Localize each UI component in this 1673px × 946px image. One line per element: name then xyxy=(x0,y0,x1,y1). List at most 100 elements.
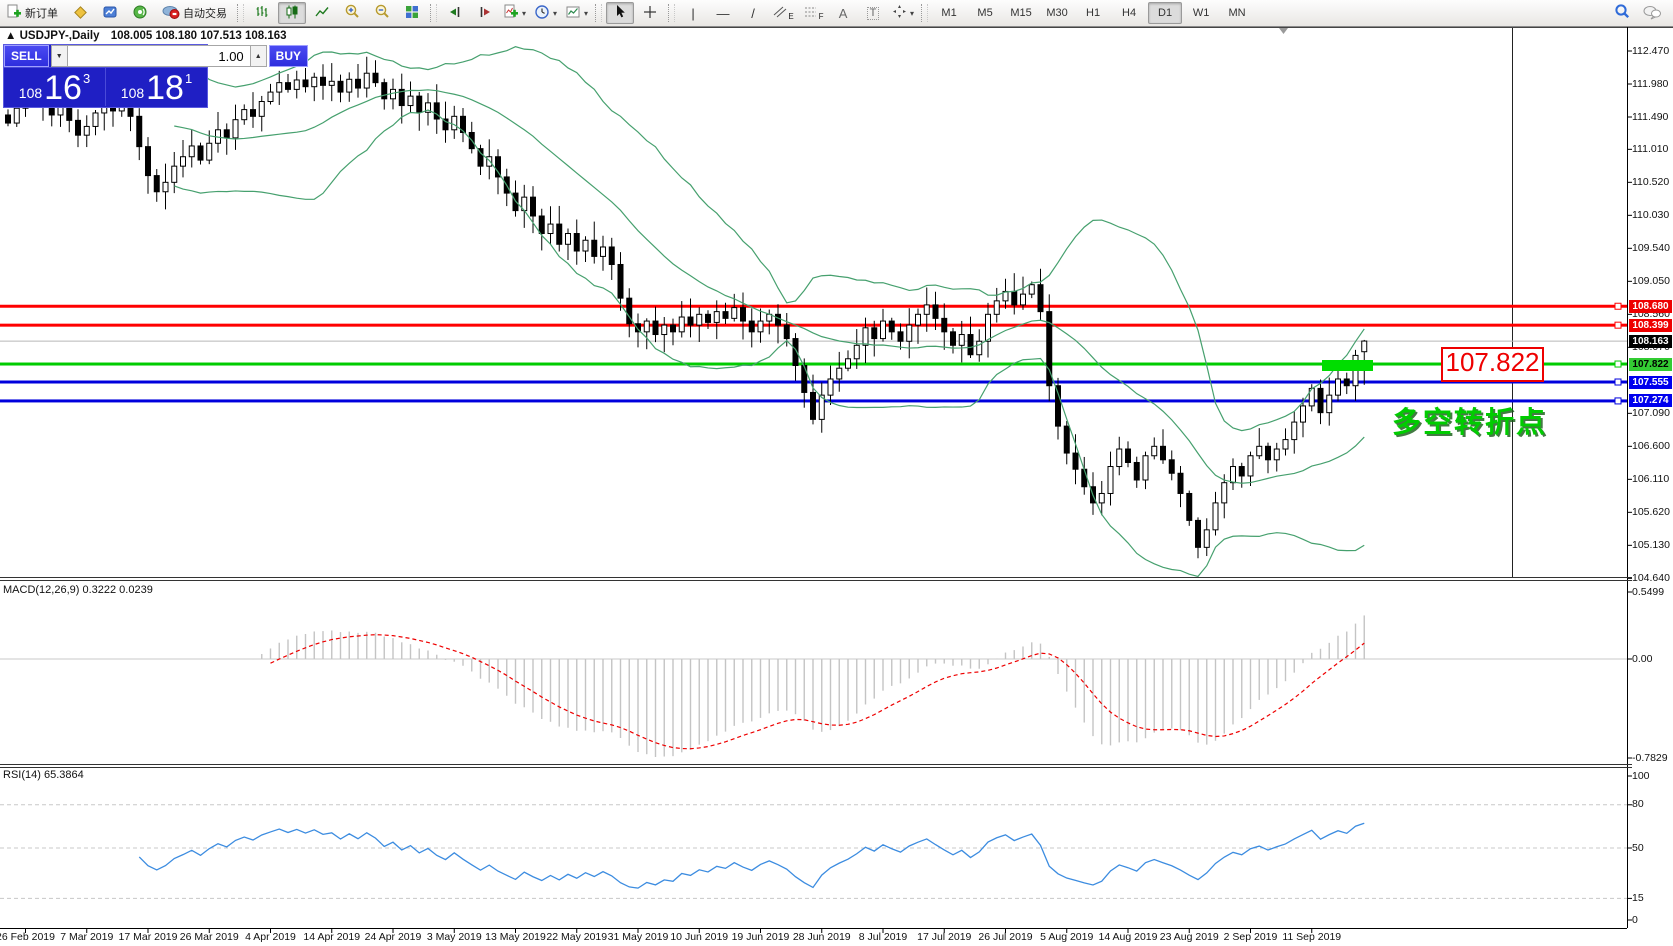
date-tick-label: 19 Jun 2019 xyxy=(731,931,790,943)
timeframe-h1-button[interactable]: H1 xyxy=(1086,7,1101,19)
price-tick-label: 104.640 xyxy=(1632,571,1670,584)
fibonacci-tool[interactable]: F xyxy=(799,2,827,24)
rsi-indicator-label: RSI(14) 65.3864 xyxy=(3,769,84,781)
charts-window-icon xyxy=(102,4,118,23)
date-tick-label: 5 Aug 2019 xyxy=(1040,931,1094,943)
arrows-tool[interactable]: ▾ xyxy=(889,2,917,24)
chinese-note-text[interactable]: 多空转折点 xyxy=(1392,407,1548,439)
periods-button[interactable]: ▾ xyxy=(531,2,560,24)
new-order-icon xyxy=(7,4,22,22)
horizontal-line-tool[interactable]: — xyxy=(709,2,737,24)
text-tool-icon: A xyxy=(838,5,848,21)
line-chart-icon xyxy=(314,4,330,23)
auto-trading-button[interactable]: 自动交易 xyxy=(156,2,233,24)
trendline-icon: / xyxy=(751,5,755,21)
line-drag-handle xyxy=(1614,321,1622,329)
tile-windows-button[interactable] xyxy=(398,2,426,24)
date-tick-label: 26 Jul 2019 xyxy=(978,931,1033,943)
buy-button[interactable]: BUY xyxy=(268,45,309,67)
buy-price-sup: 1 xyxy=(184,71,193,86)
date-tick-label: 14 Apr 2019 xyxy=(303,931,361,943)
line-drag-handle xyxy=(1614,397,1622,405)
search-button[interactable] xyxy=(1608,2,1636,24)
metaeditor-button[interactable] xyxy=(66,2,94,24)
timeframe-m1-button[interactable]: M1 xyxy=(941,7,957,19)
templates-button[interactable]: ▾ xyxy=(562,2,591,24)
price-level-line xyxy=(0,362,1627,366)
equidistant-channel-tool[interactable]: E xyxy=(769,2,797,24)
indicators-button[interactable]: ▾ xyxy=(501,2,529,24)
price-level-line xyxy=(0,304,1627,308)
macd-signal-line xyxy=(270,634,1365,750)
volume-increase-button[interactable]: ▲ xyxy=(249,45,267,67)
line-chart-mode-button[interactable] xyxy=(308,2,336,24)
green-rectangle-object[interactable] xyxy=(1322,360,1373,371)
macd-axis-label: -0.7829 xyxy=(1632,751,1668,764)
crosshair-tool-button[interactable] xyxy=(636,2,664,24)
buy-price[interactable]: 108 18 1 xyxy=(106,68,207,106)
symbol-period-label: USDJPY-,Daily xyxy=(19,30,100,42)
tile-windows-icon xyxy=(404,4,420,23)
clock-icon xyxy=(534,4,550,23)
timeframe-m5-button[interactable]: M5 xyxy=(977,7,993,19)
toolbar-separator xyxy=(595,4,603,22)
trendline-tool[interactable]: / xyxy=(739,2,767,24)
chat-button[interactable] xyxy=(1638,2,1666,24)
text-label-tool[interactable]: T xyxy=(859,2,887,24)
line-drag-handle xyxy=(1614,302,1622,310)
timeframe-m30-button[interactable]: M30 xyxy=(1046,7,1068,19)
timeframe-d1-button[interactable]: D1 xyxy=(1148,2,1183,24)
candlestick-mode-button[interactable] xyxy=(278,2,306,24)
macd-histogram xyxy=(252,615,1365,757)
chart-title: ▲ USDJPY-,Daily 108.005 108.180 107.513 … xyxy=(5,30,287,42)
new-order-button[interactable]: 新订单 xyxy=(1,2,64,24)
price-tick-label: 110.030 xyxy=(1632,208,1670,221)
zoom-in-button[interactable] xyxy=(338,2,366,24)
date-tick-label: 22 May 2019 xyxy=(546,931,608,943)
date-tick-label: 14 Aug 2019 xyxy=(1098,931,1158,943)
toolbar-separator xyxy=(921,4,929,22)
timeframe-h4-button[interactable]: H4 xyxy=(1122,7,1137,19)
zoom-out-button[interactable] xyxy=(368,2,396,24)
date-tick-label: 31 May 2019 xyxy=(607,931,669,943)
collapse-arrow-icon[interactable]: ▲ xyxy=(5,30,17,42)
buy-price-small: 108 xyxy=(120,85,145,101)
text-tool[interactable]: A xyxy=(829,2,857,24)
date-tick-label: 13 May 2019 xyxy=(485,931,546,943)
bar-chart-icon xyxy=(254,4,270,23)
cursor-icon xyxy=(613,4,627,22)
volume-decrease-button[interactable]: ▼ xyxy=(50,45,68,67)
price-line-label: 108.399 xyxy=(1629,318,1672,332)
volume-input[interactable] xyxy=(67,45,250,67)
price-line-label: 107.274 xyxy=(1629,394,1672,408)
horizontal-line-icon: — xyxy=(716,5,730,21)
timeframe-mn-button[interactable]: MN xyxy=(1228,7,1246,19)
vertical-line-tool[interactable]: | xyxy=(679,2,707,24)
signals-button[interactable] xyxy=(126,2,154,24)
date-tick-label: 2 Sep 2019 xyxy=(1223,931,1278,943)
arrows-icon xyxy=(892,4,907,22)
price-line-label: 107.822 xyxy=(1629,357,1672,371)
date-tick-label: 7 Mar 2019 xyxy=(60,931,114,943)
signals-icon xyxy=(132,4,148,23)
timeframe-m15-button[interactable]: M15 xyxy=(1010,7,1032,19)
channel-letter: E xyxy=(788,11,794,21)
rsi-axis-label: 100 xyxy=(1632,769,1650,782)
price-tick-label: 109.540 xyxy=(1632,241,1670,254)
timeframe-w1-button[interactable]: W1 xyxy=(1192,7,1210,19)
timeframe-buttons: M1 M5 M15 M30 H1 H4 D1 W1 MN xyxy=(931,2,1255,24)
charts-window-button[interactable] xyxy=(96,2,124,24)
price-callout-textbox[interactable]: 107.822 xyxy=(1441,347,1544,382)
price-tick-label: 106.110 xyxy=(1632,472,1670,485)
auto-scroll-button[interactable] xyxy=(441,2,469,24)
sell-button[interactable]: SELL xyxy=(4,45,49,67)
date-tick-label: 23 Aug 2019 xyxy=(1159,931,1219,943)
price-tick-label: 109.050 xyxy=(1632,274,1670,287)
price-tick-label: 105.620 xyxy=(1632,505,1670,518)
chart-shift-button[interactable] xyxy=(471,2,499,24)
sell-price[interactable]: 108 16 3 xyxy=(4,68,105,106)
bar-chart-mode-button[interactable] xyxy=(248,2,276,24)
price-tick-label: 106.600 xyxy=(1632,439,1670,452)
cursor-tool-button[interactable] xyxy=(606,2,635,24)
